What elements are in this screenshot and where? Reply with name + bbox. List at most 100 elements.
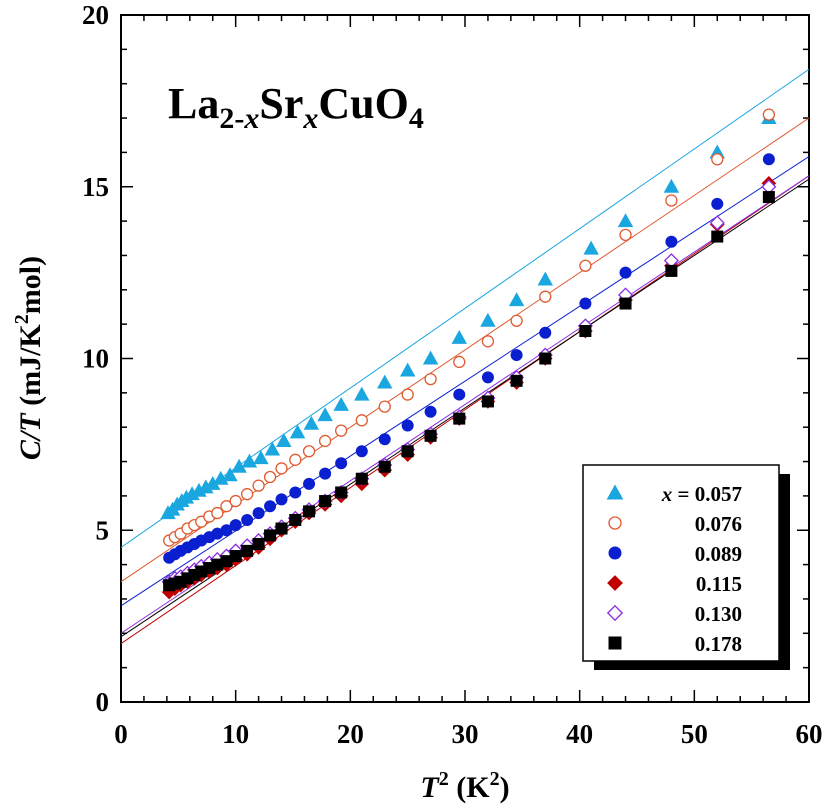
data-point-0.178 <box>264 529 277 542</box>
data-point-0.089 <box>264 500 277 513</box>
data-point-0.076 <box>275 462 288 475</box>
legend-label: 0.178 <box>695 632 742 656</box>
legend-label: 0.130 <box>695 602 742 626</box>
x-tick-label: 20 <box>337 719 364 749</box>
x-tick-label: 60 <box>796 719 823 749</box>
y-axis-label: C/T (mJ/K2mol) <box>11 256 47 460</box>
data-point-0.089 <box>401 419 414 432</box>
data-point-0.076 <box>318 434 332 448</box>
data-point-0.057 <box>222 467 238 482</box>
data-point-0.089 <box>453 388 466 401</box>
data-point-0.089 <box>241 513 254 526</box>
legend-marker-0.178 <box>608 636 622 650</box>
data-point-0.057 <box>317 407 333 422</box>
legend-marker-0.115 <box>607 575 623 591</box>
data-point-0.057 <box>276 433 292 447</box>
data-point-0.178 <box>424 429 437 442</box>
legend-marker-0.057 <box>606 484 624 500</box>
data-point-0.089 <box>335 457 348 470</box>
y-tick-label: 10 <box>82 344 109 374</box>
data-point-0.076 <box>424 372 437 386</box>
data-point-0.089 <box>510 349 523 362</box>
legend: x = 0.057 0.076 0.089 0.115 0.130 0.178 <box>582 464 790 670</box>
data-point-0.178 <box>355 472 368 485</box>
data-point-0.057 <box>617 213 634 228</box>
data-point-0.178 <box>303 505 316 518</box>
data-point-0.076 <box>579 259 592 272</box>
data-point-0.076 <box>289 453 302 466</box>
data-point-0.089 <box>355 445 368 458</box>
data-point-0.089 <box>481 371 494 384</box>
data-point-0.076 <box>263 470 277 484</box>
data-point-0.076 <box>335 424 348 437</box>
data-point-0.178 <box>378 460 391 473</box>
data-point-0.057 <box>537 271 553 286</box>
data-point-0.089 <box>220 524 233 537</box>
data-point-0.130 <box>709 215 725 231</box>
x-tick-label: 50 <box>681 719 708 749</box>
data-point-0.089 <box>378 433 391 446</box>
legend-label: 0.076 <box>695 512 742 536</box>
legend-marker-0.076 <box>608 516 622 530</box>
data-point-0.076 <box>229 494 242 508</box>
data-point-0.089 <box>665 235 678 248</box>
data-point-0.076 <box>302 445 316 458</box>
data-point-0.178 <box>762 191 775 204</box>
data-point-0.076 <box>220 500 233 513</box>
data-point-0.178 <box>453 412 466 425</box>
data-point-0.178 <box>539 352 552 365</box>
data-point-0.178 <box>241 544 254 557</box>
y-tick-label: 5 <box>96 515 110 545</box>
x-tick-label: 30 <box>452 719 479 749</box>
axis-ticks: 0 10 20 30 40 50 60 0 5 10 15 20 <box>82 0 823 749</box>
data-point-0.057 <box>663 178 680 193</box>
y-tick-label: 20 <box>82 0 109 30</box>
data-point-0.057 <box>289 424 306 439</box>
data-point-0.057 <box>253 450 269 465</box>
data-point-0.057 <box>422 350 439 365</box>
data-point-0.076 <box>240 488 254 501</box>
legend-label: x = 0.057 <box>661 482 742 506</box>
data-point-0.178 <box>510 374 523 387</box>
data-point-0.057 <box>377 374 393 389</box>
data-point-0.057 <box>241 453 258 468</box>
data-point-0.076 <box>378 400 391 413</box>
data-point-0.178 <box>335 486 348 499</box>
data-point-0.076 <box>619 228 632 241</box>
data-point-0.089 <box>229 519 242 532</box>
data-point-0.057 <box>303 415 320 430</box>
data-point-0.057 <box>480 312 496 327</box>
data-point-0.089 <box>303 477 316 490</box>
data-point-0.076 <box>711 153 724 166</box>
data-point-0.076 <box>762 108 776 121</box>
x-tick-label: 10 <box>222 719 249 749</box>
data-point-0.076 <box>665 194 678 207</box>
data-point-0.178 <box>289 513 302 526</box>
data-point-0.076 <box>211 506 224 520</box>
data-point-0.089 <box>579 297 592 310</box>
data-point-0.178 <box>481 395 494 408</box>
data-point-0.178 <box>579 325 592 338</box>
data-point-0.089 <box>762 153 775 166</box>
data-point-0.089 <box>424 405 437 418</box>
legend-label: 0.115 <box>696 572 742 596</box>
legend-marker-0.130 <box>606 604 624 622</box>
data-point-0.057 <box>333 396 349 411</box>
x-tick-label: 0 <box>114 719 128 749</box>
data-point-0.178 <box>619 297 632 310</box>
chart-title: La2-xSrxCuO4 <box>168 79 424 135</box>
legend-label: 0.089 <box>695 542 742 566</box>
data-point-0.076 <box>401 388 414 401</box>
data-point-0.076 <box>355 414 368 427</box>
data-point-0.089 <box>539 326 552 339</box>
legend-marker-0.089 <box>608 546 622 560</box>
data-point-0.057 <box>231 458 247 473</box>
data-point-0.076 <box>453 355 466 369</box>
x-axis-label: T2 (K2) <box>420 768 509 804</box>
data-point-0.089 <box>711 197 724 210</box>
data-point-0.076 <box>539 290 552 303</box>
data-point-0.057 <box>451 329 467 344</box>
data-point-0.178 <box>252 537 265 550</box>
y-tick-label: 0 <box>96 687 110 717</box>
data-point-0.076 <box>510 314 523 327</box>
